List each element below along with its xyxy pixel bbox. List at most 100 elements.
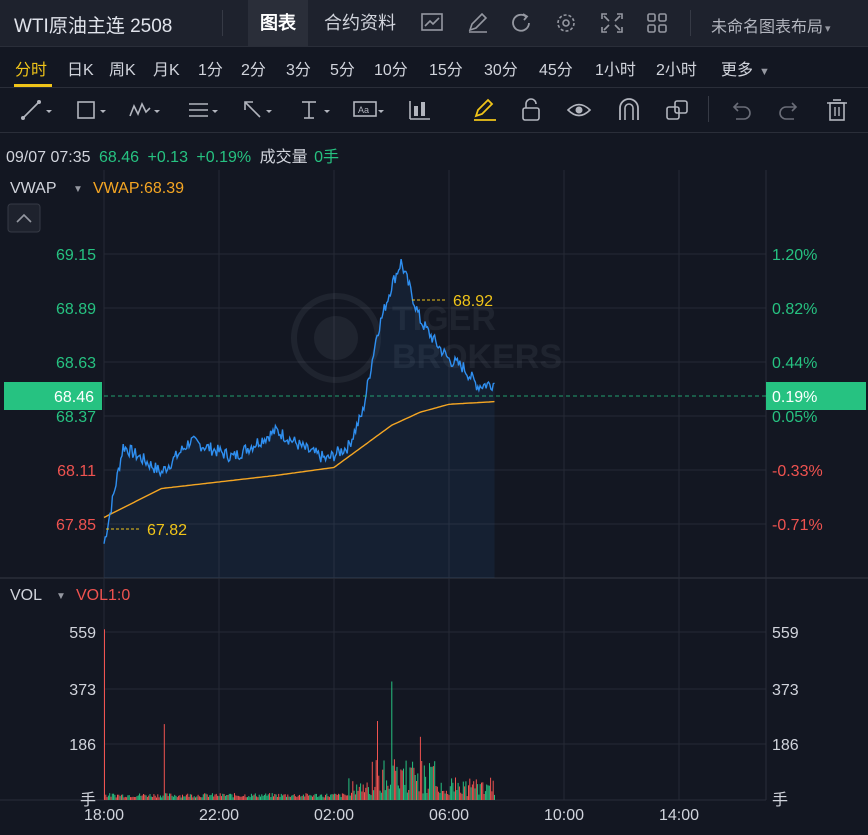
layers-icon[interactable]: [664, 98, 698, 122]
volume-bar: [349, 795, 351, 800]
period-week[interactable]: 周K: [109, 62, 136, 79]
volume-bar: [382, 769, 384, 800]
volume-bar: [222, 793, 224, 800]
volume-bar: [351, 792, 352, 800]
magnet-icon[interactable]: [616, 98, 650, 122]
volume-bar: [182, 794, 183, 800]
volume-bar: [339, 794, 341, 800]
period-day[interactable]: 日K: [67, 62, 94, 79]
layout-selector[interactable]: 未命名图表布局 ▾: [711, 13, 831, 37]
volume-bar: [448, 795, 450, 800]
volume-bar: [271, 793, 273, 800]
volume-bar: [444, 793, 446, 800]
volume-bar: [369, 794, 371, 800]
volume-bar: [374, 786, 376, 800]
volume-bar: [451, 778, 453, 800]
text-tool-icon[interactable]: [298, 98, 332, 122]
period-1m[interactable]: 1分: [198, 62, 223, 79]
arrow-tool-icon[interactable]: [240, 98, 274, 122]
period-2m[interactable]: 2分: [241, 62, 266, 79]
trash-icon[interactable]: [824, 98, 858, 122]
volume-bar: [432, 766, 434, 800]
period-3m[interactable]: 3分: [286, 62, 311, 79]
volume-label: 成交量: [259, 149, 308, 166]
edit-icon[interactable]: [466, 12, 490, 34]
period-15m[interactable]: 15分: [429, 62, 463, 79]
period-2h[interactable]: 2小时: [656, 62, 697, 79]
volume-bar: [471, 784, 473, 800]
period-intraday[interactable]: 分时: [15, 62, 48, 79]
volume-bar: [165, 793, 167, 800]
period-5m[interactable]: 5分: [330, 62, 355, 79]
volume-bar: [280, 793, 282, 800]
refresh-icon[interactable]: [510, 12, 534, 34]
indicator-vol-name[interactable]: VOL: [10, 587, 42, 604]
chart-type-icon[interactable]: [420, 12, 444, 34]
volume-bar: [312, 796, 313, 800]
indicator-vwap-name[interactable]: VWAP: [10, 180, 57, 197]
note-tool-icon[interactable]: Aa: [352, 98, 386, 122]
measure-tool-icon[interactable]: [406, 98, 440, 122]
volume-bar: [336, 795, 338, 800]
current-price-badge-text: 68.46: [54, 389, 94, 406]
highlighter-icon[interactable]: [470, 98, 504, 122]
period-more[interactable]: 更多 ▼: [721, 56, 770, 80]
period-30m[interactable]: 30分: [484, 62, 518, 79]
volume-bar: [158, 797, 160, 800]
undo-icon[interactable]: [728, 98, 762, 122]
pattern-tool-icon[interactable]: [128, 98, 162, 122]
volume-bar: [192, 797, 194, 800]
quote-info: 09/07 07:35 68.46 +0.13 +0.19% 成交量 0手: [6, 143, 339, 167]
price-area-fill: [104, 259, 495, 578]
chevron-down-icon[interactable]: ▼: [56, 591, 66, 602]
volume-bar: [360, 783, 362, 800]
volume-bar: [347, 795, 349, 800]
tab-contract-info[interactable]: 合约资料: [324, 13, 396, 33]
volume-bar: [375, 760, 377, 800]
volume-bar: [128, 795, 130, 800]
volume-bar: [460, 792, 462, 800]
gear-icon[interactable]: [554, 12, 578, 34]
period-1h[interactable]: 1小时: [595, 62, 636, 79]
volume-bar: [328, 796, 330, 800]
price-chart[interactable]: TIGER BROKERS VWAP ▼ VWAP:68.39 68.92 67…: [0, 170, 868, 835]
chevron-down-icon[interactable]: ▼: [73, 184, 83, 195]
volume-bar: [299, 794, 300, 800]
volume-bar: [269, 793, 271, 800]
volume-bar: [305, 793, 307, 800]
x-tick: 14:00: [659, 807, 699, 824]
volume-bar: [256, 796, 258, 800]
volume-bar: [114, 794, 116, 800]
eye-icon[interactable]: [566, 98, 600, 122]
rectangle-tool-icon[interactable]: [74, 98, 108, 122]
volume-bar: [304, 796, 306, 800]
volume-bar: [301, 795, 303, 800]
period-month[interactable]: 月K: [153, 62, 180, 79]
volume-bar: [418, 791, 420, 800]
redo-icon[interactable]: [776, 98, 810, 122]
period-45m[interactable]: 45分: [539, 62, 573, 79]
y-tick-left: 68.89: [56, 301, 96, 318]
grid-layout-icon[interactable]: [645, 12, 669, 34]
period-10m[interactable]: 10分: [374, 62, 408, 79]
volume-bar: [345, 795, 347, 800]
instrument-title[interactable]: WTI原油主连 2508: [14, 16, 173, 37]
fullscreen-icon[interactable]: [600, 12, 624, 34]
volume-bar: [245, 797, 247, 800]
tab-chart[interactable]: 图表: [248, 0, 308, 46]
fib-tool-icon[interactable]: [186, 98, 220, 122]
volume-bar: [187, 793, 189, 800]
volume-bar: [287, 794, 289, 800]
volume-bar: [306, 793, 308, 800]
volume-bar: [178, 795, 180, 800]
trend-line-tool-icon[interactable]: [20, 98, 54, 122]
y-tick-left: 68.37: [56, 409, 96, 426]
lock-icon[interactable]: [518, 98, 552, 122]
volume-bar: [494, 794, 495, 800]
collapse-button[interactable]: [7, 203, 41, 233]
vol-tick-right: 559: [772, 625, 799, 642]
volume-bar: [166, 793, 168, 800]
volume-bar: [452, 782, 454, 800]
volume-bar: [380, 792, 382, 800]
layout-label: 未命名图表布局: [711, 19, 824, 36]
